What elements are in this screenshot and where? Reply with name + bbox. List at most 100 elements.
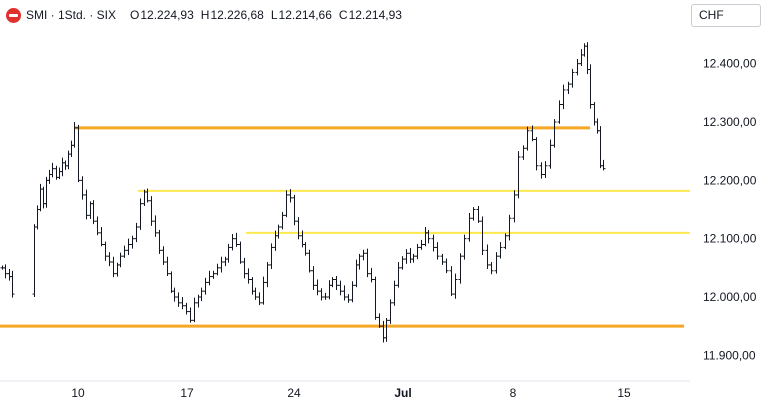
price-bar: [207, 270, 212, 286]
price-bar: [392, 280, 397, 306]
price-bar: [485, 244, 490, 270]
price-bar: [292, 194, 297, 226]
price-bars: [0, 42, 606, 343]
price-bar: [423, 227, 428, 247]
price-bar: [138, 198, 143, 230]
price-bar: [400, 256, 405, 270]
price-bar: [219, 256, 224, 273]
price-bar: [7, 269, 12, 281]
price-bar: [223, 256, 228, 267]
price-bar: [234, 232, 239, 247]
price-bar: [579, 49, 584, 67]
price-bar: [570, 68, 575, 88]
price-bar: [44, 176, 49, 208]
price-bar: [525, 126, 530, 151]
price-bar: [419, 239, 424, 250]
price-bar: [269, 243, 274, 270]
price-bar: [489, 262, 494, 275]
price-bar: [338, 280, 343, 296]
price-bar: [72, 122, 77, 148]
price-bar: [215, 263, 220, 276]
price-bar: [66, 150, 71, 170]
time-tick-label: 8: [510, 386, 517, 400]
high-value: 12.226,68: [210, 8, 264, 22]
price-bar: [118, 252, 123, 268]
price-bar: [230, 234, 235, 251]
price-bar: [99, 227, 104, 247]
price-bar: [257, 292, 262, 306]
price-bar: [548, 139, 553, 169]
price-tick-label: 12.000,00: [703, 290, 757, 304]
price-bar: [323, 292, 328, 300]
price-bar: [480, 216, 485, 256]
price-bar: [373, 276, 378, 320]
price-bar: [153, 215, 158, 237]
symbol-label: SMI · 1Std. · SIX: [26, 8, 117, 22]
price-bar: [211, 270, 216, 279]
price-bar: [462, 234, 467, 260]
price-bar: [440, 253, 445, 265]
price-bar: [169, 271, 174, 293]
price-bar: [38, 183, 43, 212]
time-tick-label: 15: [617, 386, 631, 400]
price-bar: [126, 238, 131, 256]
price-axis[interactable]: 11.900,00 12.000,00 12.100,00 12.200,00 12.3…: [703, 57, 757, 363]
price-bar: [582, 43, 587, 57]
price-bar: [588, 64, 593, 109]
price-bar: [476, 206, 481, 223]
low-label: L: [270, 8, 278, 22]
price-tick-label: 11.900,00: [703, 348, 756, 362]
price-bar: [10, 270, 15, 298]
price-bar: [552, 119, 557, 148]
price-bar: [188, 307, 193, 323]
price-bar: [180, 297, 185, 310]
price-bar: [226, 243, 231, 263]
horizontal-levels: [0, 126, 690, 328]
price-bar: [41, 186, 46, 209]
price-bar: [458, 253, 463, 284]
price-bar: [566, 81, 571, 95]
price-bar: [199, 287, 204, 302]
price-bar: [561, 84, 566, 110]
price-bar: [444, 258, 449, 274]
price-bar: [91, 200, 96, 225]
price-tick-label: 12.200,00: [703, 173, 757, 187]
price-bar: [471, 207, 476, 221]
price-bar: [80, 176, 85, 200]
price-bar: [361, 249, 366, 261]
currency-selector[interactable]: CHF: [691, 4, 761, 27]
price-bar: [365, 248, 370, 278]
price-bar: [319, 288, 324, 301]
price-bar: [601, 159, 606, 171]
price-tick-label: 12.300,00: [703, 115, 757, 129]
price-bar: [516, 151, 521, 199]
price-bar: [107, 252, 112, 267]
price-bar: [165, 256, 170, 277]
price-bar: [404, 249, 409, 264]
price-bar: [203, 277, 208, 295]
price-bar: [184, 302, 189, 315]
price-bar: [261, 276, 266, 305]
price-bar: [327, 280, 332, 300]
time-tick-label: 24: [287, 386, 301, 400]
price-bar: [157, 229, 162, 254]
price-bar: [149, 196, 154, 226]
price-bar: [3, 264, 8, 279]
smi-logo-icon: [6, 7, 21, 23]
price-bar: [543, 161, 548, 179]
close-value: 12.214,93: [348, 8, 402, 22]
price-bar: [176, 292, 181, 307]
price-bar: [377, 313, 382, 328]
time-axis[interactable]: 10 17 24 Jul 8 15: [71, 386, 631, 400]
price-bar: [192, 297, 197, 323]
price-bar: [242, 257, 247, 279]
price-bar: [253, 287, 258, 300]
price-bar: [145, 188, 150, 203]
price-bar: [32, 224, 37, 297]
price-bar: [388, 299, 393, 324]
price-bar: [47, 169, 52, 184]
price-bar: [369, 267, 374, 283]
price-bar: [334, 276, 339, 291]
price-bar: [161, 246, 166, 265]
